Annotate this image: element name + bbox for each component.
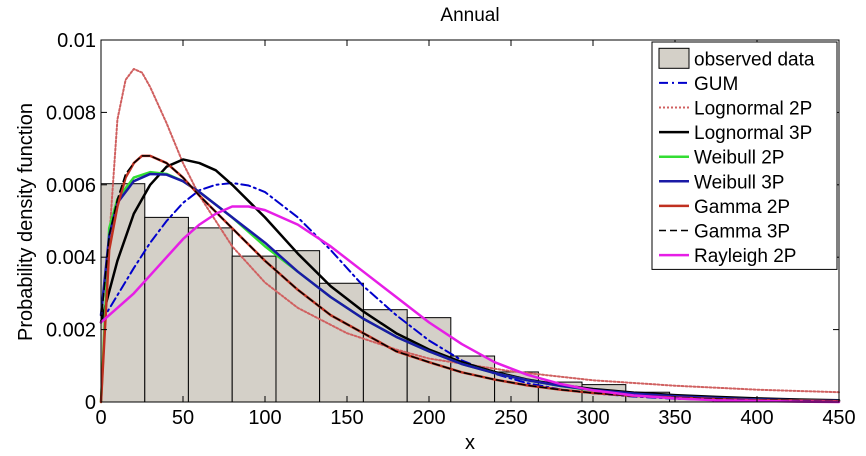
- series-line-7: [99, 205, 841, 404]
- x-axis-label: x: [465, 432, 475, 454]
- histogram-bar-3: [231, 255, 277, 403]
- y-tick-label-1: 0.002: [46, 320, 96, 342]
- histogram-bar-2: [187, 227, 233, 403]
- legend-label-1: Lognormal 2P: [694, 99, 812, 120]
- x-tick-label-4: 200: [412, 407, 445, 429]
- y-axis-ticks: 0 0.002 0.004 0.006 0.008 0.01: [46, 30, 839, 414]
- pdf-curves: [99, 67, 841, 404]
- legend-swatch-observed-data: [658, 47, 690, 69]
- x-tick-label-6: 300: [576, 407, 609, 429]
- x-tick-label-3: 150: [330, 407, 363, 429]
- x-tick-label-5: 250: [494, 407, 527, 429]
- legend-label-5: Gamma 2P: [694, 197, 790, 218]
- legend-label-6: Gamma 3P: [694, 222, 790, 243]
- x-tick-label-1: 50: [172, 407, 194, 429]
- x-tick-label-8: 400: [740, 407, 773, 429]
- series-line-4: [99, 172, 841, 403]
- histogram-bar-4: [275, 250, 321, 403]
- legend-label-3: Weibull 2P: [694, 148, 784, 169]
- legend-label-4: Weibull 3P: [694, 172, 784, 193]
- legend-label-observed-data: observed data: [694, 49, 815, 70]
- histogram-bar-5: [319, 282, 364, 403]
- x-tick-label-0: 0: [95, 407, 106, 429]
- histogram-bar-7: [406, 317, 452, 403]
- y-tick-label-5: 0.01: [57, 30, 96, 52]
- legend: observed data GUM Lognormal 2P Lognormal 3P…: [651, 41, 838, 270]
- legend-label-0: GUM: [694, 74, 738, 95]
- plot-frame: [100, 39, 840, 403]
- histogram-bar-1: [144, 216, 189, 403]
- legend-label-2: Lognormal 3P: [694, 123, 812, 144]
- series-line-1: [100, 67, 840, 403]
- x-axis-ticks: 0 50 100 150 200 250 300 350 400 450: [95, 40, 856, 429]
- x-tick-label-2: 100: [248, 407, 281, 429]
- y-tick-label-4: 0.008: [46, 102, 96, 124]
- legend-label-7: Rayleigh 2P: [694, 246, 796, 267]
- y-tick-label-2: 0.004: [46, 247, 96, 269]
- chart-title: Annual: [440, 5, 499, 26]
- x-tick-label-7: 350: [658, 407, 691, 429]
- y-axis-label: Probability density function: [15, 103, 37, 341]
- y-tick-label-3: 0.006: [46, 175, 96, 197]
- x-tick-label-9: 450: [822, 407, 855, 429]
- y-tick-label-0: 0: [85, 392, 96, 414]
